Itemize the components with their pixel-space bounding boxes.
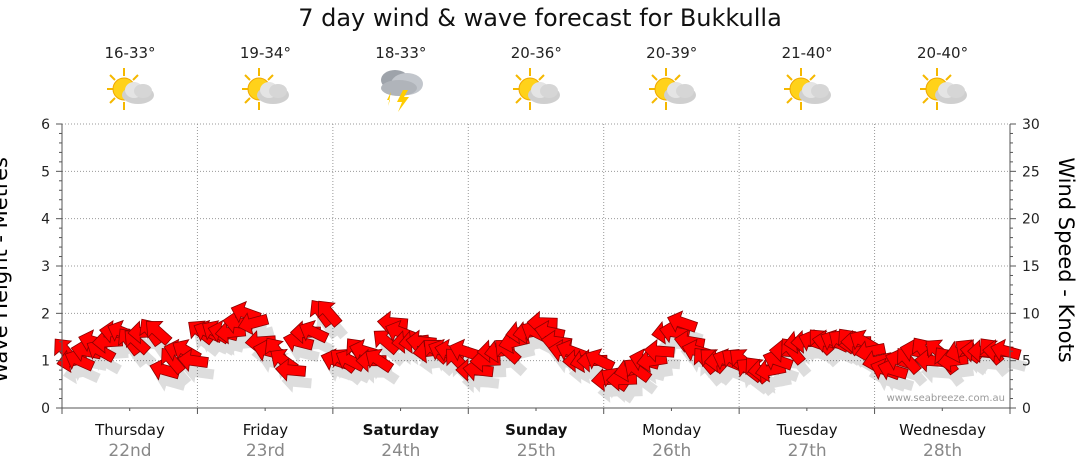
wind-arrows [54,299,1028,404]
wind-arrow [585,348,616,372]
day-name-label: Saturday [362,421,440,439]
y-tick-label-right: 10 [1022,306,1040,322]
day-name-label: Friday [242,421,289,439]
day-date-label: 23rd [245,441,285,461]
day-date-label: 24th [381,441,421,461]
y-tick-label-right: 5 [1022,354,1031,370]
wind-arrow-shadow [305,332,335,355]
day-date-label: 27th [787,441,827,461]
day-name-label: Tuesday [776,421,838,439]
wind-arrow-shadow [461,371,492,394]
temperature-range: 21-40° [781,44,833,62]
partly-sunny-icon [107,68,154,110]
watermark: www.seabreeze.com.au [887,393,1005,404]
y-tick-label-right: 20 [1022,212,1040,228]
day-weather-tuesday: 21-40° [739,44,875,114]
y-tick-label-left: 3 [41,259,50,275]
wind-arrow [299,319,330,344]
wind-arrow-shadow [155,370,187,392]
wind-arrow [462,357,494,382]
temperature-range: 18-33° [375,44,427,62]
wind-arrow [317,300,343,328]
y-tick-label-left: 5 [41,164,50,180]
day-weather-wednesday: 20-40° [875,44,1011,114]
y-tick-label-left: 4 [41,212,50,228]
wind-arrow-shadow [71,360,101,383]
wind-arrow-shadow [281,370,312,393]
partly-sunny-icon [648,68,696,110]
y-tick-label-right: 25 [1022,164,1040,180]
wind-arrow-shadow [371,361,400,385]
wind-arrow-shadow [184,361,215,384]
day-weather-sunday: 20-36° [468,44,604,114]
wind-arrow [282,329,315,353]
day-date-label: 25th [516,441,556,461]
partly-sunny-icon [513,68,561,110]
wind-arrow-shadow [583,361,614,384]
y-tick-label-right: 0 [1022,401,1031,417]
day-weather-friday: 19-34° [197,44,333,114]
wind-arrow [274,357,307,382]
wind-arrow-shadow [221,333,252,356]
wind-arrow [448,338,481,362]
wind-arrow-shadow [804,342,835,364]
wind-arrow [990,338,1022,362]
temperature-range: 20-39° [646,44,698,62]
y-tick-label-left: 2 [41,306,50,322]
day-name-label: Thursday [95,421,165,439]
wind-arrow [177,348,209,372]
day-weather-thursday: 16-33° [62,44,198,114]
wind-arrow [145,321,173,346]
temperature-range: 19-34° [239,44,291,62]
thunderstorm-icon [380,70,423,112]
y-tick-label-right: 30 [1022,117,1040,133]
wind-arrow-shadow [921,361,952,384]
y-tick-label-left: 6 [41,117,50,133]
y-tick-label-left: 0 [41,401,50,417]
day-name-label: Wednesday [899,421,986,439]
partly-sunny-icon [242,68,290,110]
chart-title: 7 day wind & wave forecast for Bukkulla [298,4,782,32]
wind-arrow [365,348,395,374]
day-date-label: 22nd [108,441,152,461]
temperature-range: 20-36° [510,44,562,62]
wind-arrow-shadow [630,370,658,395]
day-name-label: Sunday [505,421,568,439]
wind-arrow-shadow [327,360,358,382]
gridlines [62,123,1010,408]
temperature-range: 20-40° [917,44,969,62]
partly-sunny-icon [919,68,967,110]
wind-arrow [643,339,675,363]
y-tick-label-left: 1 [41,354,50,370]
day-date-label: 28th [923,441,963,461]
wind-arrow-shadow [469,370,500,393]
wind-arrow-shadow [642,362,674,385]
day-date-label: 26th [652,441,692,461]
partly-sunny-icon [784,68,832,110]
day-weather-monday: 20-39° [604,44,740,114]
axes: 0 1 2 3 4 5 6 0 5 10 15 20 25 30 [41,117,1040,417]
wind-arrow-shadow [289,342,320,364]
wind-arrow [237,312,270,336]
day-name-label: Monday [642,421,702,439]
day-weather-saturday: 18-33° [333,44,469,114]
wind-arrow [667,310,699,333]
temperature-range: 16-33° [104,44,156,62]
y-tick-label-right: 15 [1022,259,1040,275]
